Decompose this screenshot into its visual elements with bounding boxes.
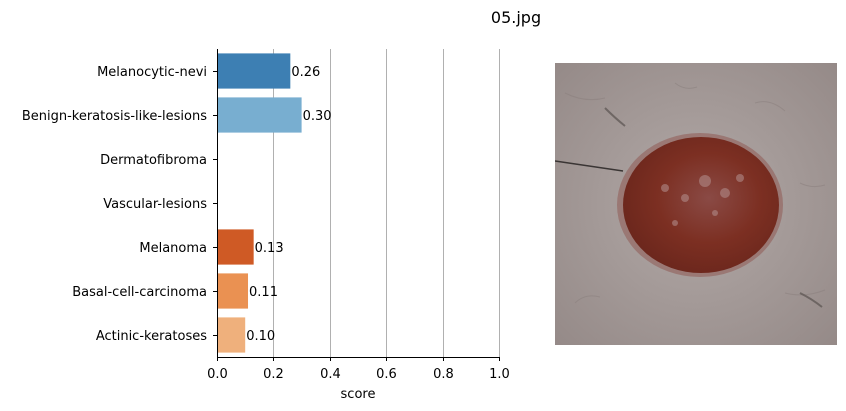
y-tick-labels: Melanocytic-nevi Benign-keratosis-like-le… bbox=[22, 65, 217, 344]
y-tick-label: Basal-cell-carcinoma bbox=[72, 285, 207, 300]
y-tick-label: Vascular-lesions bbox=[103, 197, 207, 212]
x-tick-label: 1.0 bbox=[489, 367, 510, 382]
x-tick-label: 0.0 bbox=[207, 367, 228, 382]
x-tick-label: 0.8 bbox=[433, 367, 454, 382]
x-gridlines bbox=[273, 49, 500, 357]
y-tick-label: Melanocytic-nevi bbox=[97, 65, 207, 80]
bar-melanoma bbox=[217, 229, 254, 265]
bar-value-labels: 0.26 0.30 0.13 0.11 0.10 bbox=[246, 65, 331, 344]
score-bar-chart: 0.26 0.30 0.13 0.11 0.10 Melanocytic-nevi Ben… bbox=[22, 49, 510, 402]
bar-benign-keratosis-like-lesions bbox=[217, 97, 302, 133]
x-tick-labels: 0.0 0.2 0.4 0.6 0.8 1.0 bbox=[207, 357, 510, 382]
bar-value-label: 0.26 bbox=[291, 65, 320, 80]
y-tick-label: Actinic-keratoses bbox=[96, 329, 207, 344]
bar-value-label: 0.11 bbox=[249, 285, 278, 300]
bar-basal-cell-carcinoma bbox=[217, 273, 249, 309]
bar-value-label: 0.10 bbox=[246, 329, 275, 344]
bars bbox=[217, 53, 302, 353]
x-tick-label: 0.4 bbox=[320, 367, 341, 382]
y-tick-label: Benign-keratosis-like-lesions bbox=[22, 109, 207, 124]
bar-value-label: 0.13 bbox=[255, 241, 284, 256]
x-tick-label: 0.2 bbox=[263, 367, 284, 382]
x-tick-label: 0.6 bbox=[376, 367, 397, 382]
skin-lesion-photo bbox=[555, 63, 837, 345]
bar-actinic-keratoses bbox=[217, 317, 246, 353]
x-axis-label: score bbox=[341, 387, 376, 402]
y-tick-label: Melanoma bbox=[139, 241, 207, 256]
bar-melanocytic-nevi bbox=[217, 53, 291, 89]
figure-title: 05.jpg bbox=[490, 8, 542, 27]
y-tick-label: Dermatofibroma bbox=[100, 153, 207, 168]
bar-value-label: 0.30 bbox=[303, 109, 332, 124]
